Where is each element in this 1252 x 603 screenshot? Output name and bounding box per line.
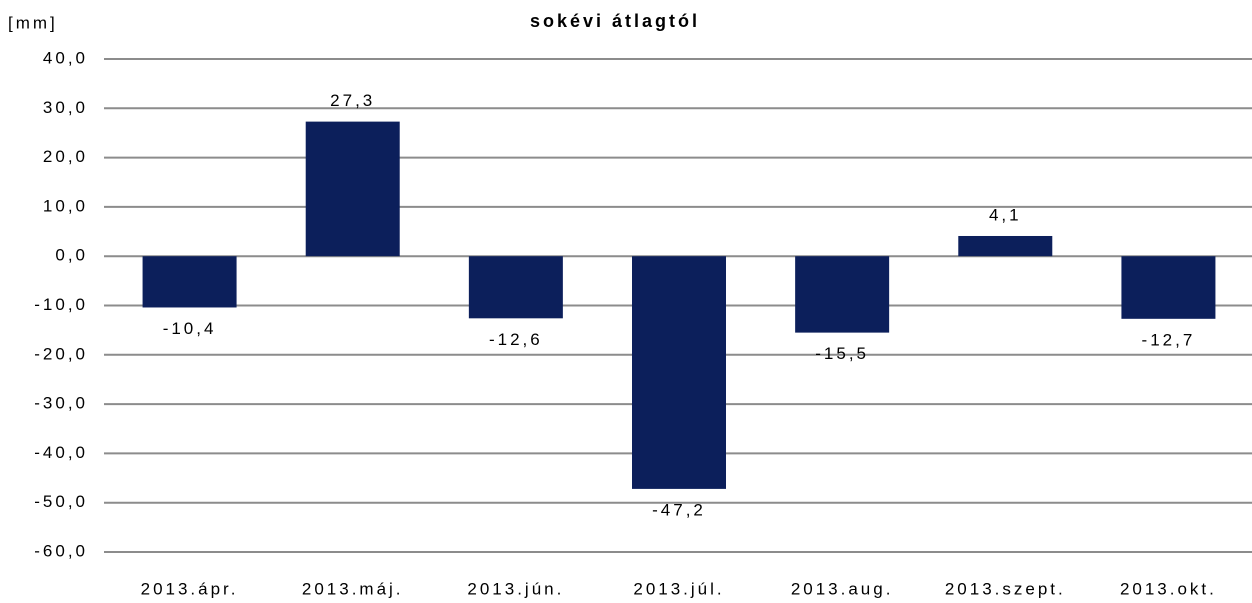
y-axis-label: [mm]	[8, 13, 58, 32]
y-tick-label: 30,0	[43, 98, 88, 117]
chart-title: sokévi átlagtól	[530, 11, 700, 31]
value-label: -12,6	[489, 330, 543, 349]
y-tick-label: -40,0	[34, 443, 88, 462]
bar	[305, 121, 400, 257]
y-tick-label: -20,0	[34, 344, 88, 363]
bar	[958, 235, 1053, 257]
bar	[632, 256, 726, 489]
y-tick-label: -30,0	[34, 394, 88, 413]
x-tick-label: 2013.ápr.	[141, 579, 239, 598]
bar	[795, 256, 890, 333]
x-tick-label: 2013.okt.	[1120, 579, 1217, 598]
y-tick-label: 20,0	[43, 147, 88, 166]
x-tick-label: 2013.júl.	[633, 579, 724, 598]
x-tick-label: 2013.jún.	[467, 579, 564, 598]
value-label: -47,2	[652, 500, 706, 519]
value-label: 4,1	[989, 205, 1022, 224]
value-label: -12,7	[1142, 330, 1196, 349]
x-tick-label: 2013.szept.	[945, 579, 1066, 598]
value-label: -15,5	[815, 344, 869, 363]
y-tick-label: 0,0	[55, 246, 88, 265]
value-label: 27,3	[330, 91, 375, 110]
value-label: -10,4	[163, 319, 217, 338]
y-tick-label: -10,0	[34, 295, 88, 314]
bar	[142, 256, 237, 308]
y-tick-label: -50,0	[34, 492, 88, 511]
x-tick-label: 2013.máj.	[302, 579, 404, 598]
y-tick-label: -60,0	[34, 541, 88, 560]
y-tick-label: 10,0	[43, 196, 88, 215]
x-tick-label: 2013.aug.	[791, 579, 894, 598]
y-tick-label: 40,0	[43, 48, 88, 67]
bar	[1121, 256, 1216, 319]
bar	[468, 256, 563, 319]
